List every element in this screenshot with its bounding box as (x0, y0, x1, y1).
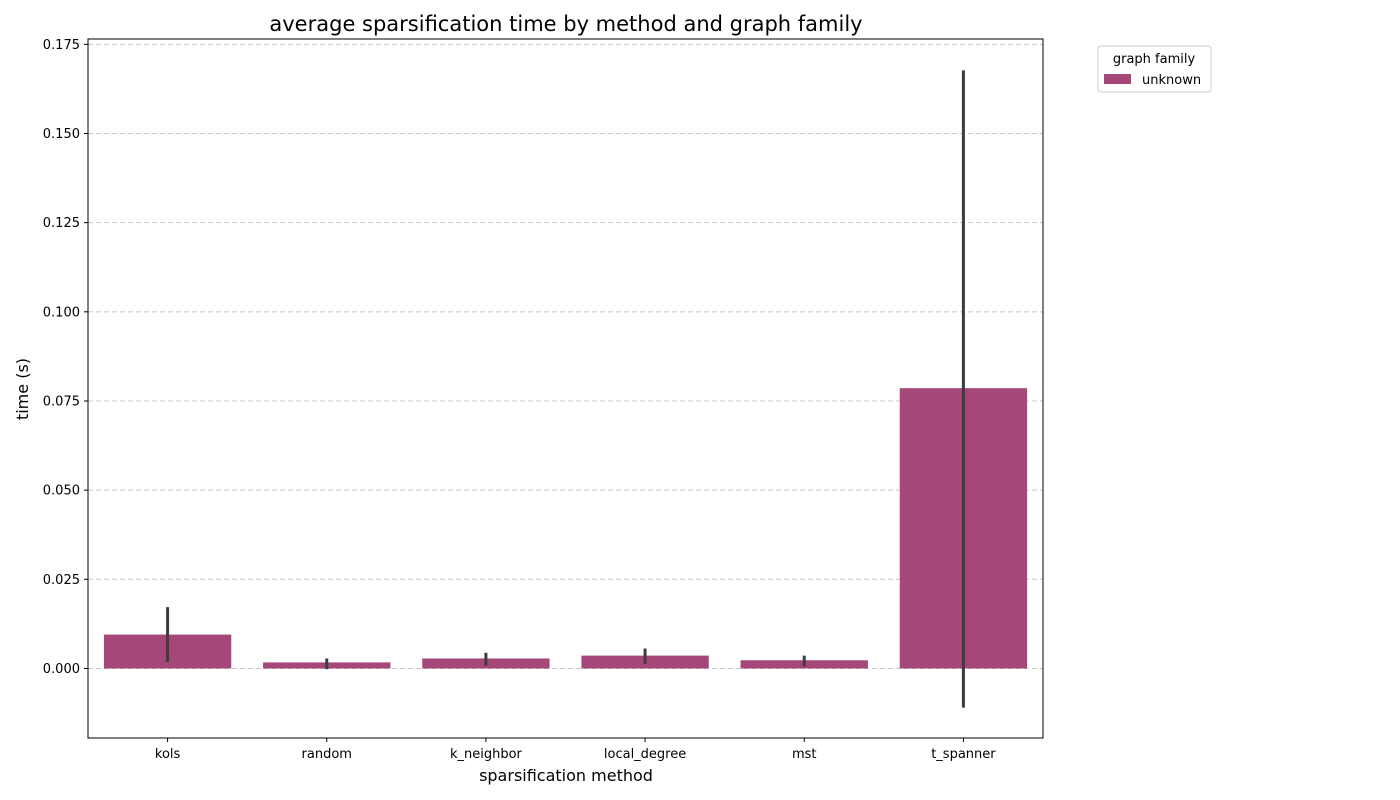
y-tick-label: 0.150 (43, 127, 80, 142)
y-tick-label: 0.075 (43, 394, 80, 409)
legend: graph family unknown (1097, 45, 1212, 93)
x-tick-label-kols: kols (155, 747, 181, 762)
x-axis-label: sparsification method (479, 766, 653, 785)
legend-swatch (1104, 74, 1131, 84)
legend-title: graph family (1113, 52, 1196, 67)
x-tick-label-local_degree: local_degree (604, 747, 686, 762)
y-axis-ticks: 0.000 0.025 0.050 0.075 0.100 0.125 0.150 0.175 (43, 38, 88, 677)
x-tick-label-mst: mst (792, 747, 817, 762)
legend-entry-label: unknown (1142, 73, 1201, 88)
y-tick-label: 0.000 (43, 662, 80, 677)
y-tick-label: 0.175 (43, 38, 80, 53)
x-tick-label-k_neighbor: k_neighbor (450, 747, 523, 762)
x-tick-label-t_spanner: t_spanner (931, 747, 996, 762)
grid-lines (88, 43, 1043, 669)
x-tick-label-random: random (302, 747, 352, 762)
y-tick-label: 0.125 (43, 216, 80, 231)
y-tick-label: 0.050 (43, 484, 80, 499)
y-tick-label: 0.025 (43, 573, 80, 588)
chart-title: average sparsification time by method an… (269, 12, 862, 36)
y-axis-label: time (s) (13, 358, 32, 420)
plot-area-frame (87, 38, 1044, 739)
x-axis-ticks: kols random k_neighbor local_degree mst t_spa… (155, 738, 996, 762)
bars (103, 388, 1028, 669)
error-bars (166, 70, 965, 708)
y-tick-label: 0.100 (43, 305, 80, 320)
